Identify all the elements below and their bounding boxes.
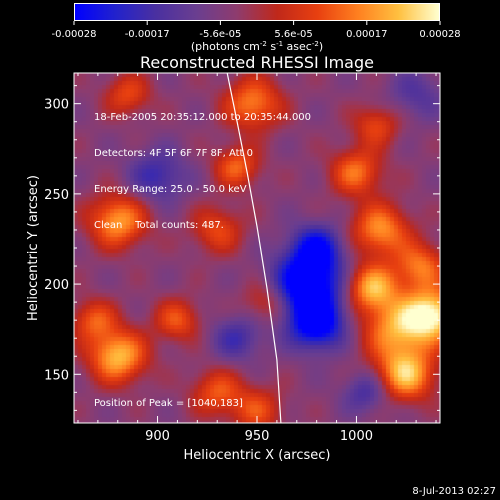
x-tick-label: 900 — [145, 429, 170, 444]
colorbar-unit-label: (photons cm-2 s-1 asec-2) — [191, 40, 323, 53]
observation-info: 18-Feb-2005 20:35:12.000 to 20:35:44.000… — [94, 88, 311, 244]
x-tick-label: 950 — [245, 429, 270, 444]
chart-title: Reconstructed RHESSI Image — [140, 53, 374, 72]
solar-limb-curve — [226, 72, 282, 424]
x-tick-label: 1000 — [340, 429, 373, 444]
x-axis-label: Heliocentric X (arcsec) — [184, 448, 331, 463]
colorbar-tick-label: 5.6e-05 — [274, 29, 312, 40]
colorbar-tick-label: -0.00028 — [52, 29, 97, 40]
colorbar — [74, 3, 440, 21]
y-axis-label: Heliocentric Y (arcsec) — [26, 175, 41, 321]
y-tick-label: 200 — [44, 278, 69, 293]
colorbar-axis: -0.00028 -0.00017 -5.6e-05 5.6e-05 0.00017 0.… — [52, 21, 461, 53]
colorbar-tick-label: -5.6e-05 — [199, 29, 241, 40]
colorbar-tick-label: 0.00017 — [346, 29, 387, 40]
colorbar-tick-label: -0.00017 — [125, 29, 170, 40]
annotation-energy-range: Energy Range: 25.0 - 50.0 keV — [94, 184, 247, 195]
y-tick-label: 300 — [44, 98, 69, 113]
annotation-clean-counts: Clean Total counts: 487. — [94, 220, 224, 231]
peak-position-label: Position of Peak = [1040,183] — [94, 398, 243, 409]
annotation-time-range: 18-Feb-2005 20:35:12.000 to 20:35:44.000 — [94, 112, 312, 123]
heatmap-image — [74, 73, 440, 423]
y-tick-label: 250 — [44, 188, 69, 203]
colorbar-gradient — [74, 3, 440, 21]
y-tick-label: 150 — [44, 368, 69, 383]
annotation-detectors: Detectors: 4F 5F 6F 7F 8F, Att 0 — [94, 148, 254, 159]
render-timestamp: 8-Jul-2013 02:27 — [412, 486, 496, 497]
colorbar-tick-label: 0.00028 — [419, 29, 460, 40]
